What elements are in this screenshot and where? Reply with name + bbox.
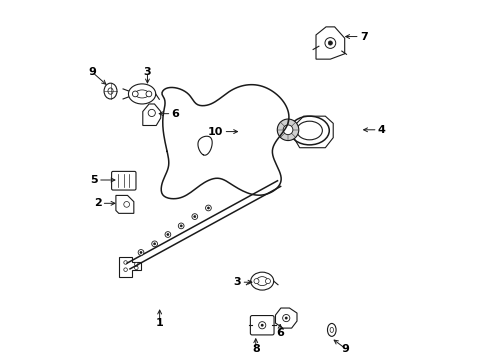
Circle shape [124, 202, 129, 207]
Circle shape [205, 205, 211, 211]
Text: 4: 4 [378, 125, 386, 135]
Circle shape [192, 214, 197, 220]
Circle shape [178, 223, 184, 229]
Circle shape [140, 251, 142, 253]
Circle shape [283, 315, 290, 321]
Text: 9: 9 [89, 67, 97, 77]
Text: 2: 2 [94, 198, 101, 208]
Text: 7: 7 [360, 32, 368, 41]
Text: 8: 8 [252, 343, 260, 354]
Circle shape [277, 119, 299, 140]
Text: 10: 10 [208, 127, 223, 136]
Text: 9: 9 [342, 343, 349, 354]
Text: 5: 5 [90, 175, 98, 185]
Circle shape [165, 231, 171, 237]
Text: 3: 3 [234, 277, 242, 287]
Circle shape [146, 91, 152, 97]
Circle shape [124, 268, 127, 271]
Circle shape [135, 266, 138, 270]
Circle shape [259, 321, 266, 329]
Circle shape [132, 91, 138, 97]
Circle shape [285, 317, 288, 319]
Circle shape [135, 262, 138, 266]
Circle shape [138, 249, 144, 255]
Circle shape [261, 324, 264, 327]
Circle shape [152, 241, 157, 247]
Circle shape [325, 38, 336, 48]
Text: 6: 6 [276, 328, 284, 338]
Circle shape [167, 233, 169, 235]
Circle shape [124, 261, 127, 264]
Text: 3: 3 [144, 67, 151, 77]
Circle shape [153, 243, 156, 245]
Circle shape [266, 279, 270, 284]
Circle shape [207, 207, 210, 209]
Text: 1: 1 [156, 319, 164, 328]
Circle shape [194, 216, 196, 218]
Text: 6: 6 [172, 109, 179, 119]
Circle shape [283, 125, 293, 135]
Circle shape [328, 41, 333, 45]
Circle shape [148, 109, 155, 117]
Circle shape [254, 279, 259, 284]
Circle shape [180, 225, 182, 227]
